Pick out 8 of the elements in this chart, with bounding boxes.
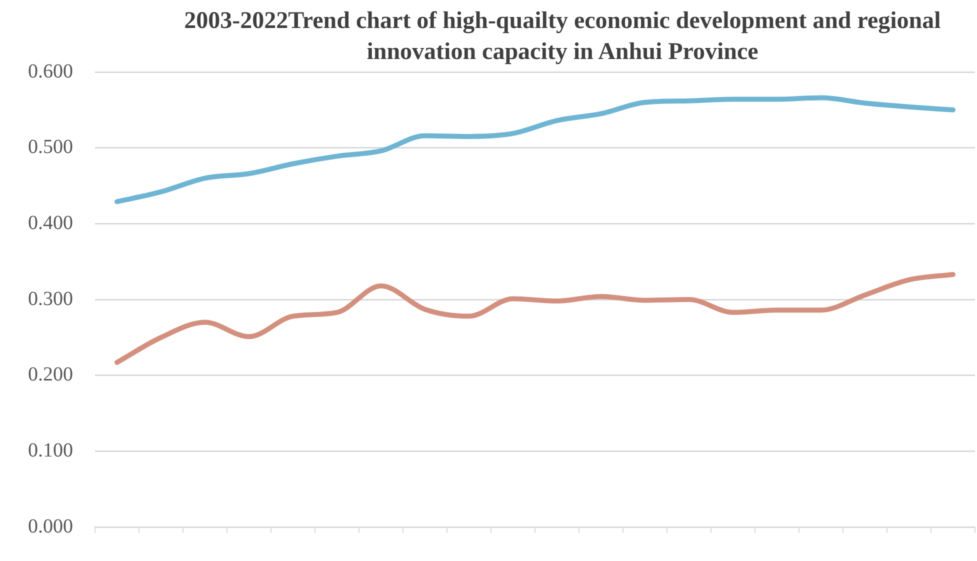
y-tick-label: 0.600: [28, 60, 73, 82]
y-tick-label: 0.500: [28, 136, 73, 158]
y-tick-label: 0.400: [28, 212, 73, 234]
chart-title: 2003-2022Trend chart of high-quailty economic development and regional innovation capacity in Anhui Province: [183, 7, 942, 67]
y-tick-label: 0.300: [28, 288, 73, 310]
y-tick-label: 0.200: [28, 364, 73, 386]
y-tick-label: 0.000: [28, 515, 73, 538]
y-tick-label: 0.100: [28, 439, 73, 462]
